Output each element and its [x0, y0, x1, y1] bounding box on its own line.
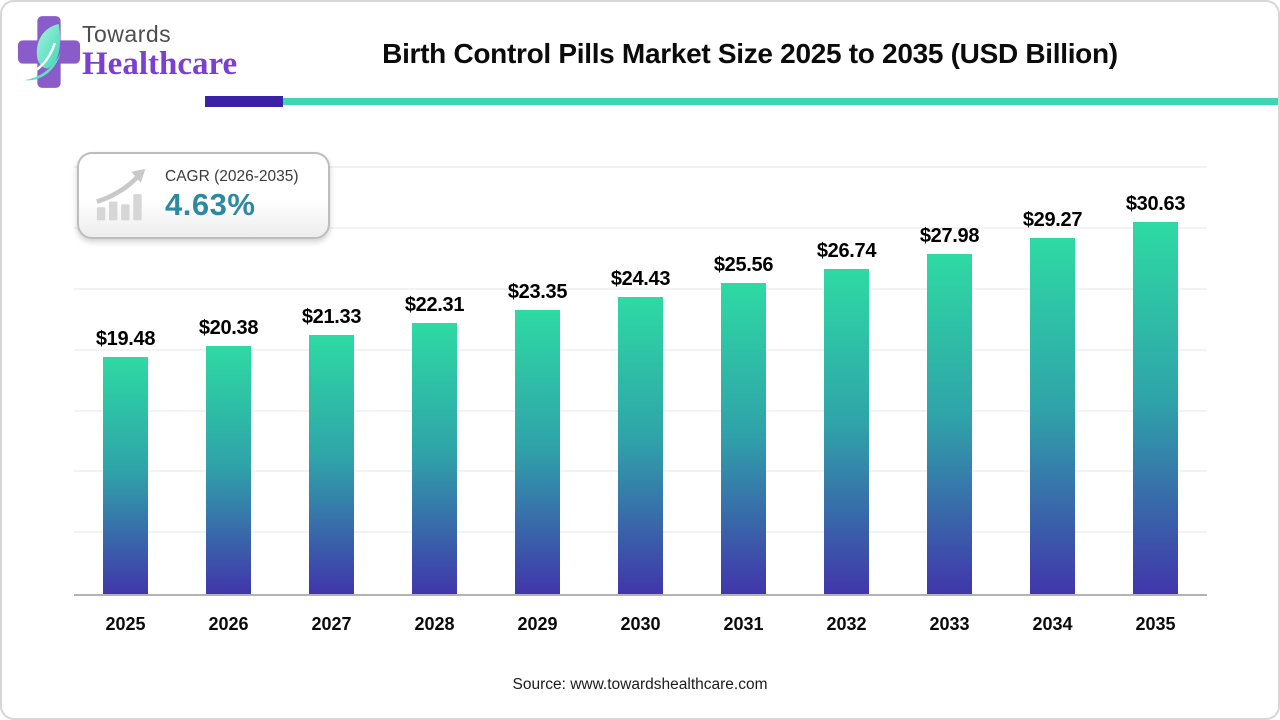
bar-2025	[103, 357, 148, 594]
towards-healthcare-logo-icon	[17, 16, 81, 88]
logo-healthcare: Healthcare	[82, 46, 238, 83]
bar-value-label-2033: $27.98	[919, 224, 980, 247]
bar-group-2030: $24.43	[589, 132, 692, 594]
plot-area: $19.48 $20.38 $21.33 $22.31 $23.35 $24.43 $25.…	[74, 132, 1207, 596]
bar-2031	[721, 283, 766, 594]
bar-group-2033: $27.98	[898, 132, 1001, 594]
bar-group-2034: $29.27	[1001, 132, 1104, 594]
bar-value-label-2030: $24.43	[610, 267, 671, 290]
x-tick-2031: 2031	[723, 614, 764, 634]
gridline-35	[74, 166, 1207, 169]
x-tick-2034: 2034	[1032, 614, 1073, 634]
x-tick-2035: 2035	[1135, 614, 1176, 634]
bar-group-2029: $23.35	[486, 132, 589, 594]
logo-towards: Towards	[82, 21, 172, 47]
x-tick-2027: 2027	[311, 614, 352, 634]
bar-value-label-2028: $22.31	[404, 293, 465, 316]
bar-2034	[1030, 238, 1075, 594]
x-tick-2025: 2025	[105, 614, 146, 634]
bar-2035	[1133, 221, 1178, 594]
bar-group-2026: $20.38	[177, 132, 280, 594]
x-tick-2029: 2029	[517, 614, 558, 634]
x-tick-2033: 2033	[929, 614, 970, 634]
gridline-30	[74, 227, 1207, 230]
x-axis-labels: 2025 2026 2027 2028 2029 2030 2031 2032 2033 2034…	[74, 604, 1207, 635]
gridline-25	[74, 288, 1207, 291]
bar-value-label-2027: $21.33	[301, 305, 362, 328]
x-tick-2030: 2030	[620, 614, 661, 634]
growth-chart-icon	[96, 168, 146, 220]
bar-group-2032: $26.74	[795, 132, 898, 594]
cagr-badge: CAGR (2026-2035) 4.63%	[77, 152, 330, 239]
bars-row: $19.48 $20.38 $21.33 $22.31 $23.35 $24.43 $25.…	[74, 132, 1207, 594]
bar-group-2028: $22.31	[383, 132, 486, 594]
bar-value-label-2032: $26.74	[816, 239, 877, 262]
bar-group-2027: $21.33	[280, 132, 383, 594]
bar-value-label-2025: $19.48	[95, 328, 156, 351]
cagr-badge-text: CAGR (2026-2035) 4.63%	[165, 168, 299, 223]
bar-value-label-2031: $25.56	[713, 254, 774, 277]
bar-2028	[412, 322, 457, 594]
cagr-label: CAGR (2026-2035)	[165, 168, 299, 185]
bar-group-2025: $19.48	[74, 132, 177, 594]
bar-2030	[618, 296, 663, 594]
x-tick-2026: 2026	[208, 614, 249, 634]
x-tick-2028: 2028	[414, 614, 455, 634]
source-text: Source: www.towardshealthcare.com	[512, 676, 768, 693]
page-title: Birth Control Pills Market Size 2025 to …	[382, 38, 1118, 69]
bar-2029	[515, 310, 560, 594]
title-underline-purple	[205, 96, 283, 107]
bar-value-label-2034: $29.27	[1022, 209, 1083, 232]
bar-group-2031: $25.56	[692, 132, 795, 594]
bar-value-label-2029: $23.35	[507, 281, 568, 304]
bar-2032	[824, 268, 869, 594]
bar-2033	[927, 253, 972, 594]
bar-group-2035: $30.63	[1104, 132, 1207, 594]
logo-text: Towards Healthcare	[82, 22, 237, 82]
title-underline-teal	[283, 98, 1278, 105]
bar-2026	[206, 346, 251, 594]
bar-value-label-2035: $30.63	[1125, 192, 1186, 215]
cagr-value: 4.63%	[165, 187, 256, 222]
bar-2027	[309, 334, 354, 594]
x-tick-2032: 2032	[826, 614, 867, 634]
bar-value-label-2026: $20.38	[198, 317, 259, 340]
